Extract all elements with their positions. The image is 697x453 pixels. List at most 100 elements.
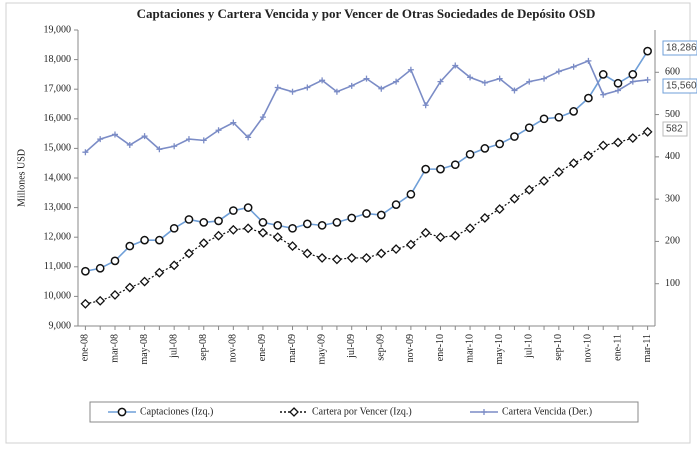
- point: [126, 142, 133, 149]
- x-tick-label: may-10: [494, 334, 505, 365]
- point: [509, 193, 520, 204]
- annotation: 582: [666, 124, 683, 135]
- y-tick-label: 9,000: [49, 320, 72, 331]
- point: [496, 75, 503, 82]
- point: [481, 79, 488, 86]
- x-tick-label: ene-10: [435, 334, 446, 361]
- point: [613, 137, 623, 148]
- point: [289, 88, 296, 95]
- annotation-box: [662, 121, 688, 137]
- point: [184, 248, 194, 259]
- point: [80, 298, 91, 309]
- point: [583, 150, 594, 161]
- point: [422, 102, 429, 109]
- point: [480, 144, 490, 153]
- point: [643, 46, 652, 56]
- point: [376, 248, 387, 259]
- point: [479, 213, 490, 223]
- y-tick-label: 12,000: [44, 231, 72, 242]
- point: [82, 149, 89, 156]
- point: [362, 209, 371, 218]
- legend-marker: [481, 409, 487, 415]
- point: [228, 224, 239, 235]
- chart-frame: [5, 2, 691, 444]
- y-tick-label: 18,000: [44, 54, 72, 65]
- y-axis-label: Millones USD: [16, 149, 27, 207]
- point: [391, 200, 401, 209]
- legend-label: Cartera por Vencer (Izq.): [312, 406, 412, 417]
- point: [213, 230, 224, 241]
- point: [615, 87, 622, 94]
- annotation-box: [662, 40, 697, 56]
- point: [450, 230, 461, 241]
- point: [495, 139, 505, 149]
- x-tick-label: mar-11: [642, 334, 653, 362]
- point: [524, 123, 534, 133]
- point: [81, 266, 90, 276]
- x-tick-label: ene-08: [80, 334, 91, 361]
- legend-frame: [89, 401, 639, 423]
- point: [526, 78, 533, 85]
- annotation: 15,560: [666, 81, 697, 92]
- y-tick-label: 10,000: [44, 291, 72, 302]
- point: [97, 136, 104, 143]
- y-tick-label: 13,000: [44, 202, 72, 213]
- legend-label: Cartera Vencida (Der.): [502, 406, 592, 417]
- point: [273, 221, 283, 230]
- point: [95, 263, 105, 273]
- y-tick-label: 19,000: [44, 24, 72, 35]
- point: [452, 62, 459, 69]
- y-tick-label: 14,000: [44, 172, 72, 183]
- point: [435, 232, 446, 243]
- x-tick-label: jul-10: [524, 334, 535, 359]
- point: [363, 75, 370, 82]
- point: [405, 239, 416, 250]
- point: [154, 267, 165, 278]
- x-tick-label: mar-10: [464, 334, 475, 363]
- point: [555, 68, 562, 75]
- point: [184, 215, 194, 224]
- point: [95, 295, 106, 306]
- point: [376, 210, 386, 220]
- x-tick-label: may-08: [139, 334, 150, 365]
- point: [406, 189, 416, 199]
- point: [510, 132, 519, 141]
- x-tick-label: may-09: [316, 334, 327, 365]
- y-tick-label: 17,000: [44, 83, 72, 94]
- point: [393, 78, 400, 85]
- point: [348, 82, 355, 89]
- x-tick-label: sep-08: [198, 334, 209, 361]
- y-tick-label: 15,000: [44, 143, 72, 154]
- point: [539, 114, 549, 124]
- point: [139, 276, 150, 287]
- legend-label: Captaciones (Izq.): [140, 406, 213, 417]
- y2-tick-label: 100: [665, 278, 680, 289]
- x-tick-label: nov-10: [583, 334, 594, 362]
- point: [198, 238, 209, 249]
- y2-tick-label: 400: [665, 151, 680, 162]
- x-tick-label: ene-11: [612, 334, 623, 361]
- point: [111, 131, 118, 138]
- point: [185, 136, 192, 143]
- y2-tick-label: 500: [665, 109, 680, 120]
- point: [258, 218, 268, 227]
- point: [600, 91, 607, 98]
- point: [199, 218, 209, 227]
- point: [598, 140, 609, 151]
- point: [644, 76, 651, 83]
- y2-tick-label: 600: [665, 67, 680, 78]
- x-tick-label: ene-09: [257, 334, 268, 361]
- point: [258, 227, 268, 238]
- series-line: [85, 131, 648, 305]
- point: [317, 253, 328, 263]
- point: [214, 216, 223, 226]
- point: [553, 167, 564, 177]
- point: [110, 256, 120, 266]
- point: [156, 146, 163, 153]
- point: [421, 164, 431, 174]
- point: [628, 70, 638, 79]
- point: [259, 114, 266, 121]
- point: [169, 223, 179, 233]
- point: [420, 227, 431, 238]
